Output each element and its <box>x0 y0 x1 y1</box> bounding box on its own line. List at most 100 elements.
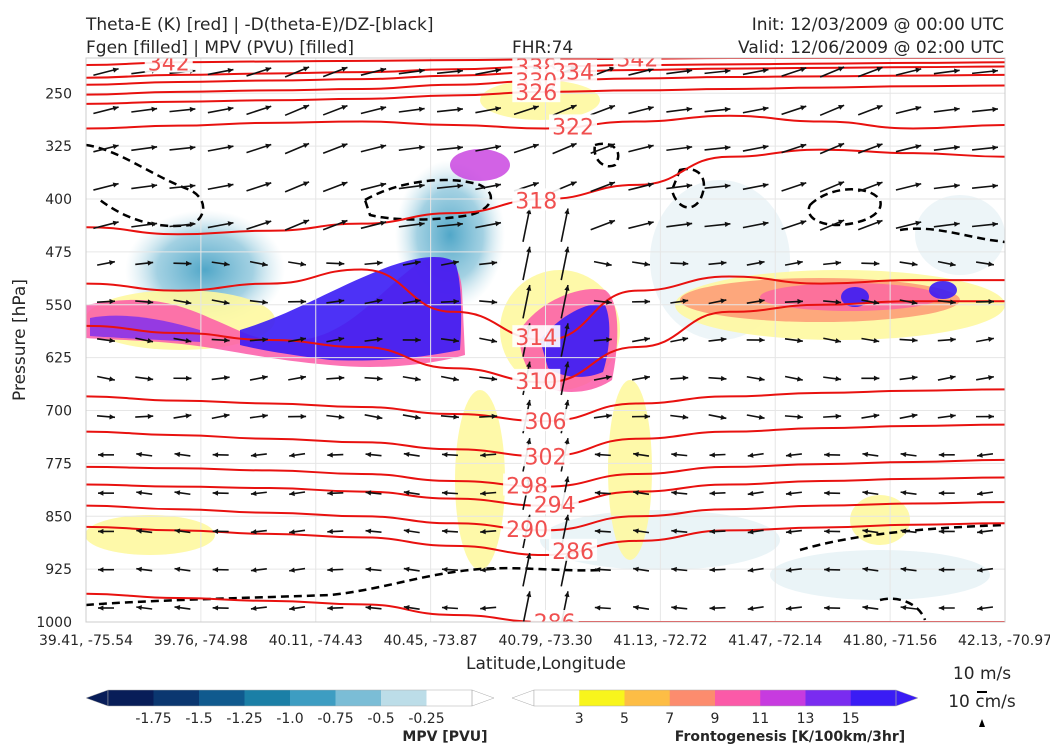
wind-vector-head <box>495 221 501 227</box>
wind-vector-head <box>480 490 486 496</box>
wind-vector-head <box>415 337 421 343</box>
wind-vector-head <box>724 68 731 74</box>
wind-vector-head <box>441 528 448 534</box>
dthetae-dz-contours <box>86 142 1005 621</box>
wind-vector-head <box>491 413 498 419</box>
wind-vector-head <box>633 528 639 534</box>
wind-vector-head <box>185 338 192 344</box>
wind-vector-head <box>758 414 765 420</box>
y-tick-label: 700 <box>45 404 72 420</box>
wind-vector-head <box>824 605 830 611</box>
wind-vector-head <box>594 452 601 458</box>
wind-vector-head <box>594 605 601 611</box>
wind-vector-head <box>300 413 307 420</box>
colorbar-segment <box>715 690 761 706</box>
contour-label-bg <box>512 325 561 348</box>
contour-label-bg <box>512 368 561 391</box>
reference-vector-horizontal: 10 m/s <box>953 664 1011 684</box>
colorbar-tick-label: 11 <box>751 711 769 727</box>
wind-vector-head <box>341 181 348 187</box>
wind-vector-head <box>785 605 792 611</box>
wind-vector-head <box>862 605 869 611</box>
wind-vector-head <box>835 413 842 419</box>
contour-label-bg <box>530 492 579 515</box>
x-tick-label: 40.11, -74.43 <box>269 633 363 649</box>
wind-vector-head <box>977 605 983 611</box>
wind-vector-head <box>992 221 998 227</box>
wind-vector-head <box>915 105 922 111</box>
wind-vector-head <box>938 490 945 496</box>
wind-vector-head <box>365 528 372 534</box>
frontogenesis-colorbar-title: Frontogenesis [K/100km/3hr] <box>675 729 905 745</box>
wind-vector <box>522 591 531 622</box>
wind-vector-head <box>796 376 803 382</box>
wind-vector-head <box>223 261 230 267</box>
wind-vector-head <box>495 68 501 74</box>
wind-vector-head <box>109 298 115 305</box>
wind-vector-head <box>647 220 654 226</box>
wind-vector <box>522 284 531 319</box>
wind-vector-head <box>564 246 570 253</box>
wind-vector-head <box>647 144 654 150</box>
dthetae-contour-5 <box>807 188 882 227</box>
reference-arrow-vertical <box>979 719 985 727</box>
theta-e-label-342: 342 <box>148 52 190 77</box>
wind-vector-head <box>835 376 842 382</box>
wind-vector-head <box>953 221 960 227</box>
wind-vector-head <box>98 567 104 573</box>
wind-vector-head <box>480 452 486 458</box>
wind-vector-head <box>147 413 154 419</box>
y-tick-label: 625 <box>45 351 72 367</box>
x-tick-label: 41.80, -71.56 <box>843 633 937 649</box>
theta-e-label-286: 286 <box>552 540 594 565</box>
y-tick-label: 550 <box>45 298 72 314</box>
wind-vector-head <box>633 605 639 611</box>
wind-vector-head <box>915 220 922 226</box>
wind-vector-head <box>915 144 922 150</box>
wind-vector-head <box>835 338 841 344</box>
wind-vector-head <box>112 67 119 73</box>
colorbar-segment <box>426 690 473 706</box>
colorbar-segment <box>850 690 897 706</box>
wind-vector-head <box>953 68 960 74</box>
wind-vector-head <box>876 66 883 72</box>
wind-vector-head <box>147 299 154 305</box>
colorbar-tick-label: -1.5 <box>185 711 212 727</box>
wind-vector-head <box>644 261 650 267</box>
wind-vector-head <box>647 182 654 188</box>
wind-vector-head <box>380 182 387 188</box>
colorbar-tick-label: -1.75 <box>135 711 171 727</box>
colorbar-extend-right <box>895 689 919 707</box>
wind-vector-head <box>262 337 268 343</box>
wind-vector-head <box>709 452 715 458</box>
wind-vector-head <box>365 566 372 573</box>
dthetae-contour-1 <box>86 143 205 228</box>
wind-vector-head <box>250 452 257 458</box>
wind-vector-head <box>912 337 918 343</box>
wind-vector-head <box>785 452 792 458</box>
wind-vector-head <box>762 106 769 112</box>
wind-vector-head <box>491 299 498 305</box>
wind-vector-head <box>376 260 383 266</box>
wind-vector-head <box>762 67 769 74</box>
wind-vector-head <box>457 68 463 74</box>
wind-vector-head <box>876 181 883 187</box>
wind-vector-head <box>491 376 498 382</box>
fgen-band-west-core <box>90 315 200 342</box>
plot-frame <box>85 57 1006 623</box>
wind-vector-head <box>800 67 807 73</box>
wind-vector-head <box>212 452 219 458</box>
wind-vector-head <box>341 143 348 149</box>
fgen-peak-east-1 <box>841 287 869 307</box>
wind-vector-head <box>564 476 570 483</box>
wind-vector-head <box>303 66 310 72</box>
mpv-region-low-east <box>770 550 990 600</box>
wind-vector-head <box>300 299 307 305</box>
wind-vector-head <box>686 106 693 112</box>
wind-vector-head <box>189 221 196 227</box>
wind-vector-head <box>365 605 372 611</box>
theta-e-label-322: 322 <box>552 115 594 140</box>
wind-vector-head <box>341 105 348 111</box>
colorbar-tick-label: -1.25 <box>226 711 262 727</box>
wind-vector-head <box>403 566 410 572</box>
